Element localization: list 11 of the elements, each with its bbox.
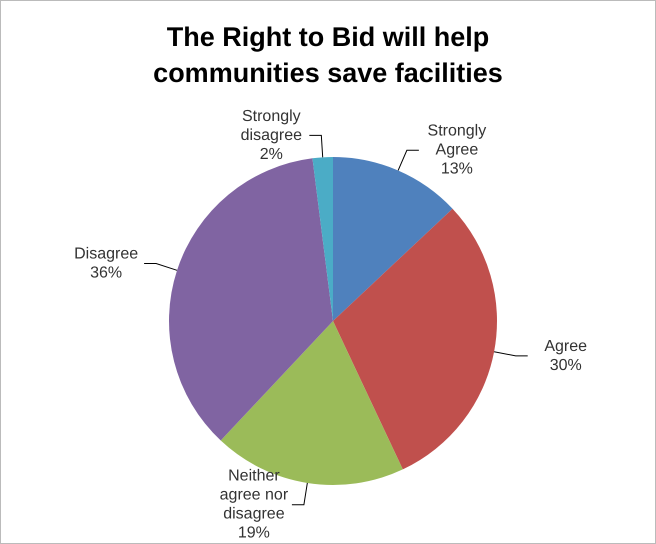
data-label: 30%	[550, 356, 582, 374]
data-label: 13%	[440, 160, 473, 178]
data-label: 36%	[90, 264, 122, 282]
data-label: 19%	[238, 524, 270, 542]
slice-label: Disagree	[74, 245, 138, 262]
slice-label: Strongly Agree	[428, 122, 486, 159]
data-label: 2%	[260, 146, 283, 163]
chart-title: The Right to Bid will help communities save facilities	[152, 21, 504, 90]
slice-label: Agree	[544, 338, 588, 355]
slice-label: Strongly disagree	[240, 108, 302, 144]
slice-label: Neither agree nor disagree	[220, 468, 289, 523]
